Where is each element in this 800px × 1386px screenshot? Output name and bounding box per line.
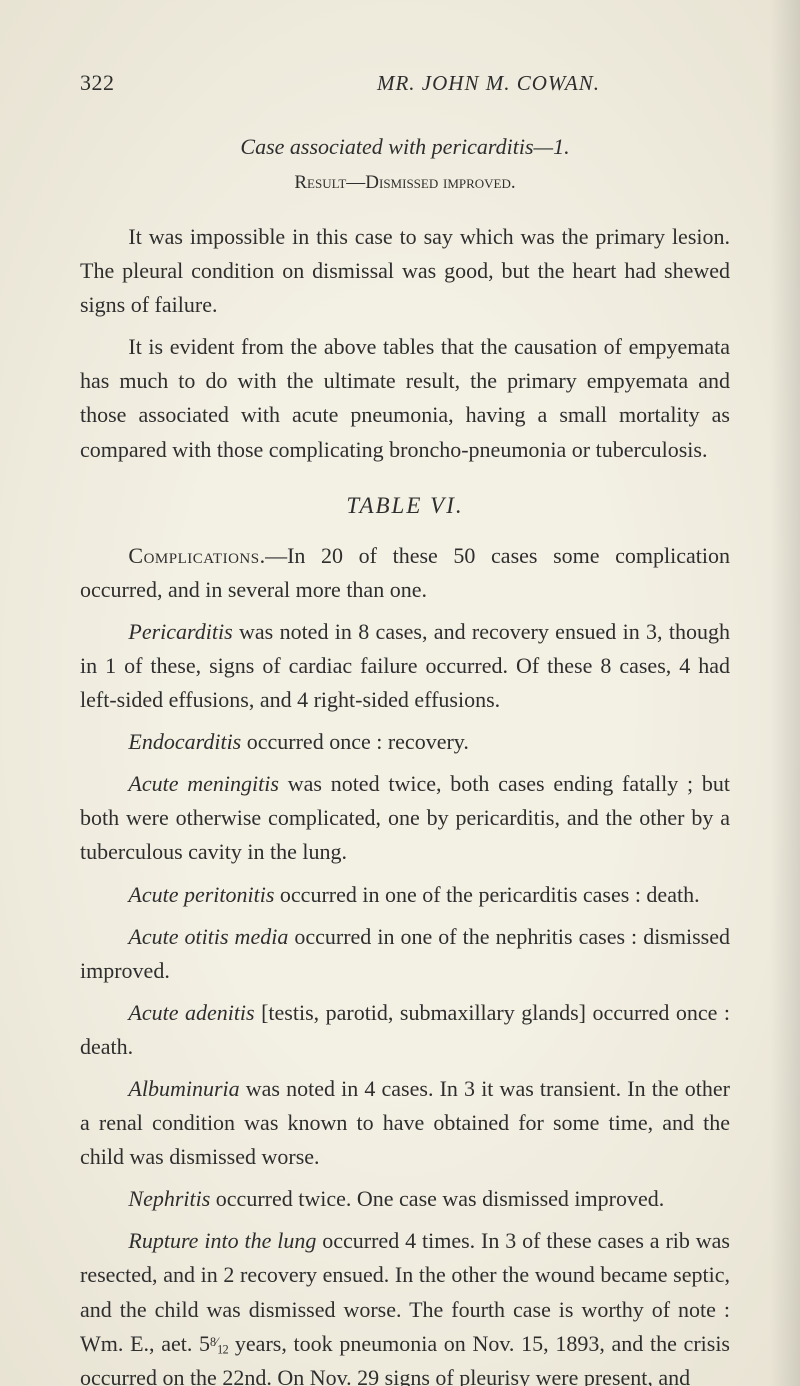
paragraph-1: It was impossible in this case to say wh… (80, 220, 730, 322)
peritonitis-paragraph: Acute peritonitis occurred in one of the… (80, 878, 730, 912)
endocarditis-text: occurred once : recovery. (241, 729, 469, 754)
fraction: 8⁄12 (210, 1335, 228, 1349)
pericarditis-paragraph: Pericarditis was noted in 8 cases, and r… (80, 615, 730, 717)
fraction-den: 12 (217, 1343, 228, 1357)
running-head: MR. JOHN M. COWAN. (377, 71, 600, 96)
rupture-label: Rupture into the lung (128, 1228, 316, 1253)
nephritis-label: Nephritis (128, 1186, 210, 1211)
endocarditis-label: Endocarditis (128, 729, 241, 754)
pericarditis-label: Pericarditis (128, 619, 232, 644)
header-row: 322 MR. JOHN M. COWAN. (80, 70, 730, 96)
table-title: TABLE VI. (80, 493, 730, 519)
meningitis-paragraph: Acute meningitis was noted twice, both c… (80, 767, 730, 869)
paragraph-2: It is evident from the above tables that… (80, 330, 730, 466)
page-number: 322 (80, 70, 115, 96)
result-line: Result—Dismissed improved. (80, 172, 730, 194)
nephritis-text: occurred twice. One case was dismissed i… (210, 1186, 664, 1211)
otitis-label: Acute otitis media (128, 924, 288, 949)
case-line: Case associated with pericarditis—1. (80, 134, 730, 160)
peritonitis-text: occurred in one of the pericarditis case… (274, 882, 699, 907)
adenitis-paragraph: Acute adenitis [testis, parotid, submaxi… (80, 996, 730, 1064)
otitis-paragraph: Acute otitis media occurred in one of th… (80, 920, 730, 988)
adenitis-label: Acute adenitis (128, 1000, 254, 1025)
endocarditis-paragraph: Endocarditis occurred once : recovery. (80, 725, 730, 759)
complications-paragraph: Complications.—In 20 of these 50 cases s… (80, 539, 730, 607)
fraction-num: 8 (210, 1335, 216, 1349)
albuminuria-paragraph: Albuminuria was noted in 4 cases. In 3 i… (80, 1072, 730, 1174)
rupture-paragraph: Rupture into the lung occurred 4 times. … (80, 1224, 730, 1386)
page-root: 322 MR. JOHN M. COWAN. Case associated w… (0, 0, 800, 1386)
nephritis-paragraph: Nephritis occurred twice. One case was d… (80, 1182, 730, 1216)
peritonitis-label: Acute peritonitis (128, 882, 274, 907)
meningitis-label: Acute meningitis (128, 771, 279, 796)
page-edge-shadow (770, 0, 800, 1386)
albuminuria-label: Albuminuria (128, 1076, 239, 1101)
complications-label: Complications (128, 543, 259, 568)
